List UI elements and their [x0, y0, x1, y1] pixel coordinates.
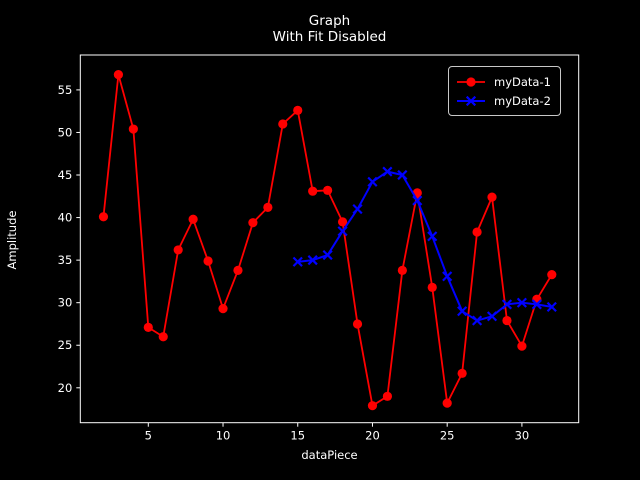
data-point-myData-1	[188, 214, 198, 224]
chart-title-line2: With Fit Disabled	[272, 29, 387, 45]
series-line-myData-2	[297, 170, 552, 322]
y-tick-label: 55	[58, 83, 73, 97]
x-tick-label: 25	[440, 429, 455, 443]
legend-item-mydata-1: myData-1	[456, 72, 551, 91]
data-point-myData-1	[308, 186, 318, 196]
data-point-myData-1	[173, 245, 183, 255]
series-myData-1	[98, 69, 557, 411]
data-point-myData-1	[472, 227, 482, 237]
data-point-myData-2	[516, 297, 527, 308]
y-tick-label: 25	[58, 338, 73, 352]
data-point-myData-1	[427, 282, 437, 292]
chart-title: Graph With Fit Disabled	[80, 13, 579, 45]
data-point-myData-2	[412, 195, 423, 206]
data-point-myData-2	[322, 249, 333, 261]
data-point-myData-2	[457, 306, 468, 317]
x-tick-label: 10	[216, 429, 231, 443]
data-point-myData-2	[546, 301, 557, 313]
y-tick-label: 40	[58, 211, 73, 225]
data-point-myData-1	[218, 304, 228, 314]
data-point-myData-2	[382, 166, 393, 177]
data-point-myData-2	[531, 299, 542, 310]
data-point-myData-1	[293, 105, 303, 115]
x-tick-label: 5	[145, 429, 152, 443]
data-point-myData-1	[158, 332, 168, 342]
data-point-myData-1	[248, 218, 258, 228]
y-tick-label: 35	[58, 253, 73, 267]
data-point-myData-1	[382, 391, 393, 401]
legend-marker-circle-icon	[457, 76, 485, 87]
y-axis-ticks: 20 25 30 35 40 45 50 55	[58, 83, 81, 395]
x-axis-label: dataPiece	[301, 448, 358, 462]
data-point-myData-1	[143, 322, 153, 332]
data-point-myData-2	[352, 203, 363, 215]
series-line-myData-1	[102, 73, 553, 407]
y-tick-label: 20	[58, 381, 73, 395]
data-point-myData-2	[486, 311, 498, 322]
x-axis-ticks: 5 10 15 20 25 30	[145, 422, 530, 443]
data-point-myData-1	[367, 401, 378, 411]
legend-label-mydata-1: myData-1	[494, 74, 551, 89]
y-tick-label: 45	[58, 168, 73, 182]
data-point-myData-1	[547, 269, 557, 280]
data-point-myData-1	[278, 119, 288, 129]
data-point-myData-1	[517, 341, 527, 351]
data-point-myData-2	[397, 169, 408, 181]
legend: myData-1 myData-2	[448, 66, 561, 116]
data-point-myData-1	[487, 192, 497, 202]
data-point-myData-2	[307, 255, 318, 266]
data-point-myData-2	[427, 231, 438, 242]
y-tick-label: 50	[58, 125, 73, 139]
data-point-myData-1	[352, 319, 363, 329]
data-point-myData-2	[471, 315, 483, 326]
data-point-myData-1	[128, 124, 138, 134]
data-point-myData-2	[442, 271, 453, 282]
series-myData-2	[292, 166, 557, 326]
data-point-myData-1	[337, 217, 348, 227]
data-point-myData-1	[203, 256, 213, 266]
data-point-myData-1	[397, 265, 407, 275]
data-point-myData-1	[442, 398, 452, 408]
data-point-myData-1	[233, 265, 243, 275]
axes-frame	[79, 54, 580, 424]
x-tick-label: 20	[365, 429, 380, 443]
data-point-myData-1	[113, 69, 124, 80]
legend-marker-x-icon	[457, 95, 485, 106]
data-point-myData-2	[367, 176, 378, 187]
data-point-myData-2	[501, 299, 513, 310]
y-axis-label: Amplitude	[5, 210, 19, 270]
data-point-myData-1	[457, 368, 467, 378]
legend-item-mydata-2: myData-2	[456, 91, 551, 110]
data-point-myData-2	[292, 256, 303, 267]
x-tick-label: 15	[290, 429, 305, 443]
chart-title-line1: Graph	[308, 13, 351, 29]
legend-label-mydata-2: myData-2	[494, 93, 551, 108]
data-point-myData-1	[263, 202, 273, 212]
y-tick-label: 30	[58, 296, 73, 310]
data-point-myData-1	[323, 185, 333, 195]
data-point-myData-1	[502, 315, 512, 326]
data-point-myData-1	[98, 212, 109, 222]
data-point-myData-2	[337, 226, 348, 237]
x-tick-label: 30	[515, 429, 530, 443]
